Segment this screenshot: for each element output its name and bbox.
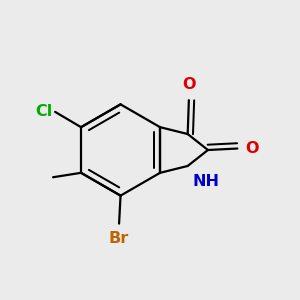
Text: O: O (246, 141, 259, 156)
Text: Br: Br (109, 231, 129, 246)
Text: Cl: Cl (35, 104, 52, 119)
Text: NH: NH (193, 174, 220, 189)
Text: O: O (182, 77, 196, 92)
